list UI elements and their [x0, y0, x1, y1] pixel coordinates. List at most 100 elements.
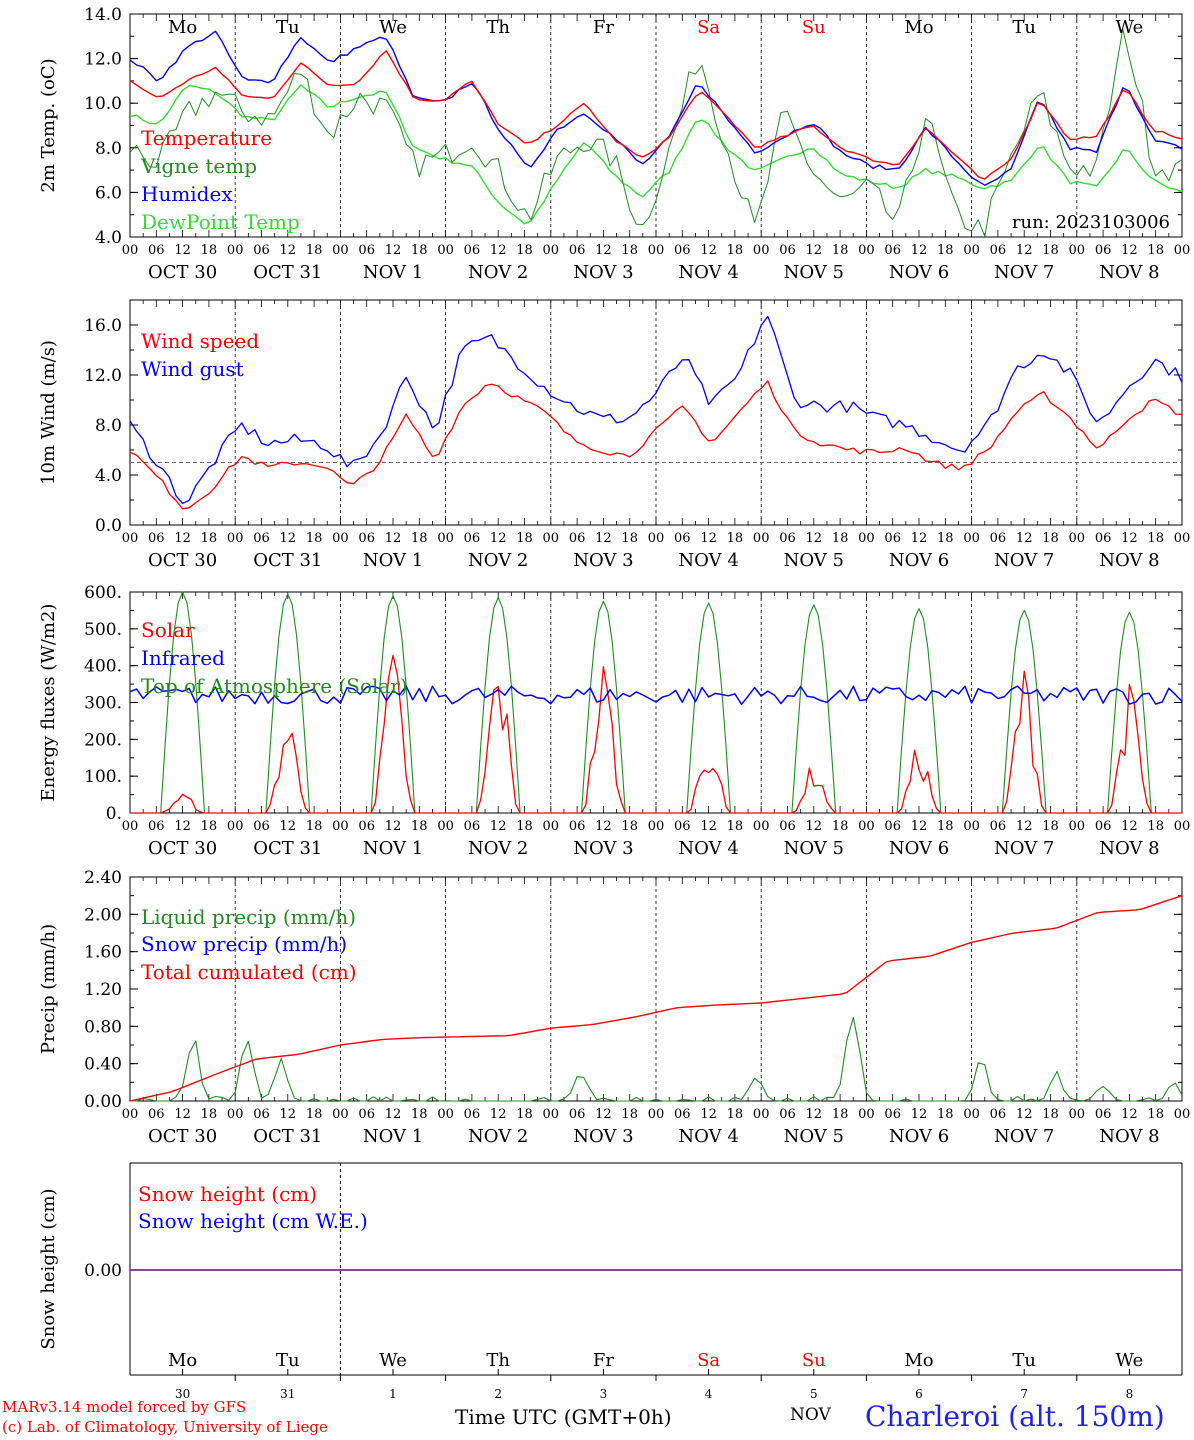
plot-frame: [129, 299, 1183, 526]
hour-tick-label: 18: [516, 1107, 533, 1122]
hour-tick-label: 06: [674, 1107, 691, 1122]
hour-tick-label: 06: [464, 819, 481, 834]
hour-tick-label: 00: [753, 243, 770, 258]
weekday-label: Fr: [593, 1350, 614, 1371]
hour-tick-label: 12: [700, 819, 717, 834]
day-number-label: 4: [705, 1387, 713, 1401]
hour-tick-label: 06: [884, 243, 901, 258]
y-tick-label: 0.0: [95, 516, 122, 536]
day-number-label: 2: [494, 1387, 502, 1401]
hour-tick-label: 00: [753, 1107, 770, 1122]
hour-tick-label: 06: [990, 243, 1007, 258]
date-label: OCT 31: [253, 838, 322, 859]
hour-tick-label: 12: [174, 819, 191, 834]
hour-tick-label: 06: [779, 1107, 796, 1122]
hour-tick-label: 00: [1174, 531, 1191, 546]
time-axis-title: Time UTC (GMT+0h): [455, 1405, 672, 1429]
hour-tick-label: 00: [1069, 531, 1086, 546]
hour-tick-label: 06: [148, 531, 165, 546]
legend-humidex: Humidex: [141, 182, 233, 206]
run-label: run: 2023103006: [1012, 212, 1170, 233]
hour-tick-label: 12: [1121, 819, 1138, 834]
date-label: OCT 31: [253, 262, 322, 283]
weekday-label: Tu: [276, 1350, 300, 1371]
hour-tick-label: 12: [385, 531, 402, 546]
hour-tick-label: 06: [1095, 819, 1112, 834]
date-label: OCT 30: [148, 262, 217, 283]
hour-tick-label: 12: [700, 243, 717, 258]
date-label: NOV 3: [573, 550, 633, 571]
date-label: NOV 7: [994, 550, 1054, 571]
hour-tick-label: 00: [1174, 243, 1191, 258]
y-tick-label: 2.40: [84, 868, 122, 888]
hour-tick-label: 12: [174, 1107, 191, 1122]
hour-tick-label: 06: [358, 243, 375, 258]
hour-tick-label: 18: [832, 1107, 849, 1122]
weekday-label: Th: [486, 17, 510, 38]
hour-tick-label: 06: [569, 819, 586, 834]
hour-tick-label: 00: [648, 1107, 665, 1122]
date-label: NOV 5: [784, 262, 844, 283]
hour-tick-label: 00: [858, 1107, 875, 1122]
series-dewpoint-temp-line: [129, 84, 1183, 225]
legend-dewpoint-temp: DewPoint Temp: [141, 210, 300, 234]
weekday-label: Mo: [904, 17, 933, 38]
hour-tick-label: 12: [280, 1107, 297, 1122]
hour-tick-label: 00: [437, 531, 454, 546]
y-tick-label: 500.: [84, 620, 122, 640]
panel-4: 00 06 12 18 00 06 12 18 00 06 12 18 00 06 12 18 00 06 12 18…: [38, 868, 1190, 1147]
date-label: NOV 1: [363, 262, 423, 283]
hour-tick-label: 18: [201, 819, 218, 834]
hour-tick-label: 18: [1147, 1107, 1164, 1122]
series-temperature-line: [129, 50, 1183, 180]
y-tick-label: 0.00: [84, 1092, 122, 1112]
weekday-label: Sa: [697, 17, 720, 38]
hour-tick-label: 12: [911, 243, 928, 258]
hour-tick-label: 06: [464, 1107, 481, 1122]
hour-tick-label: 00: [227, 243, 244, 258]
hour-tick-label: 12: [490, 531, 507, 546]
day-number-label: 31: [280, 1387, 295, 1401]
date-label: NOV 5: [784, 550, 844, 571]
month-label: NOV: [790, 1405, 831, 1425]
hour-tick-label: 12: [280, 819, 297, 834]
y-tick-label: 6.0: [95, 183, 122, 203]
weekday-label: We: [379, 17, 407, 38]
legend-toa: Top of Atmosphere (Solar): [141, 674, 408, 698]
hour-tick-label: 00: [543, 531, 560, 546]
hour-tick-label: 00: [648, 531, 665, 546]
y-tick-label: 0.00: [84, 1261, 122, 1281]
weekday-label: We: [1116, 1350, 1144, 1371]
legend-snow-height: Snow height (cm): [138, 1182, 317, 1206]
hour-tick-label: 12: [490, 243, 507, 258]
hour-tick-label: 00: [963, 819, 980, 834]
date-label: NOV 6: [889, 1126, 949, 1147]
hour-tick-label: 12: [280, 531, 297, 546]
y-tick-label: 8.0: [95, 139, 122, 159]
date-label: NOV 5: [784, 1126, 844, 1147]
hour-tick-label: 00: [543, 1107, 560, 1122]
series-wind-speed-line: [129, 380, 1183, 510]
legend-wind-speed: Wind speed: [141, 329, 259, 353]
hour-tick-label: 18: [516, 243, 533, 258]
hour-tick-label: 12: [911, 819, 928, 834]
hour-tick-label: 00: [122, 531, 139, 546]
y-tick-label: 400.: [84, 657, 122, 677]
hour-tick-label: 18: [1042, 243, 1059, 258]
date-label: NOV 3: [573, 838, 633, 859]
date-label: OCT 31: [253, 550, 322, 571]
y-axis-label: 10m Wind (m/s): [38, 340, 59, 485]
y-tick-label: 16.0: [84, 316, 122, 336]
hour-tick-label: 06: [569, 1107, 586, 1122]
hour-tick-label: 12: [174, 243, 191, 258]
hour-tick-label: 12: [806, 1107, 823, 1122]
weekday-label: Su: [802, 17, 826, 38]
hour-tick-label: 06: [884, 531, 901, 546]
hour-tick-label: 06: [990, 531, 1007, 546]
weekday-label: Sa: [697, 1350, 720, 1371]
hour-tick-label: 06: [990, 819, 1007, 834]
credit-line-1: MARv3.14 model forced by GFS: [2, 1398, 247, 1416]
legend-temperature: Temperature: [141, 126, 272, 150]
hour-tick-label: 00: [122, 1107, 139, 1122]
y-axis-label: 2m Temp. (oC): [38, 58, 59, 192]
